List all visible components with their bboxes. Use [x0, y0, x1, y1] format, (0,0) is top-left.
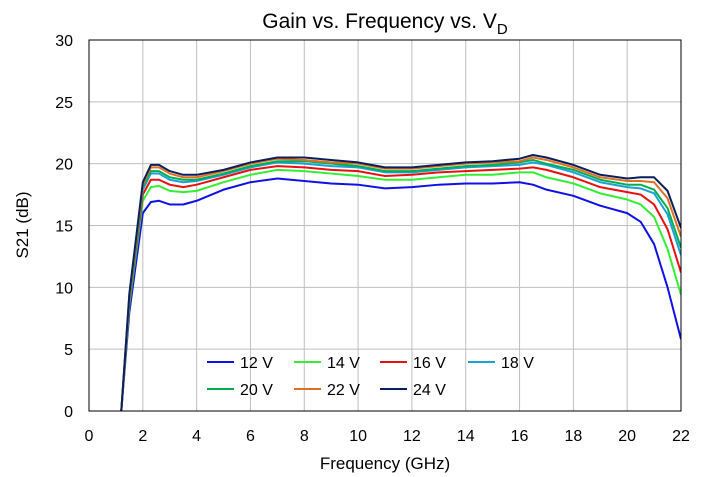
chart-title: Gain vs. Frequency vs. VD	[262, 10, 508, 38]
series-line	[120, 165, 681, 411]
x-tick-label: 14	[457, 428, 475, 445]
y-tick-label: 25	[55, 95, 73, 112]
x-tick-label: 12	[403, 428, 421, 445]
x-tick-label: 8	[300, 428, 309, 445]
y-tick-label: 20	[55, 157, 73, 174]
legend-label: 24 V	[413, 382, 446, 399]
y-tick-label: 5	[64, 342, 73, 359]
series-line	[120, 156, 681, 411]
y-axis-label: S21 (dB)	[13, 191, 32, 258]
x-tick-label: 6	[246, 428, 255, 445]
x-tick-label: 0	[85, 428, 94, 445]
x-tick-label: 18	[564, 428, 582, 445]
legend-label: 16 V	[413, 355, 446, 372]
x-tick-label: 20	[618, 428, 636, 445]
y-tick-label: 0	[64, 404, 73, 421]
x-tick-label: 10	[349, 428, 367, 445]
series-line	[120, 177, 681, 411]
legend-label: 14 V	[327, 355, 360, 372]
series-line	[120, 168, 681, 411]
x-axis-label: Frequency (GHz)	[320, 454, 450, 473]
x-tick-label: 4	[192, 428, 201, 445]
title-subscript: D	[497, 21, 508, 38]
legend-label: 18 V	[501, 355, 534, 372]
x-tick-label: 16	[511, 428, 529, 445]
x-tick-label: 2	[138, 428, 147, 445]
plot-border	[88, 39, 682, 412]
y-tick-label: 10	[55, 280, 73, 297]
legend-label: 12 V	[240, 355, 273, 372]
title-text: Gain vs. Frequency vs. V	[262, 10, 497, 33]
y-tick-label: 15	[55, 219, 73, 236]
series-line	[120, 154, 681, 411]
series-line	[120, 158, 681, 411]
legend-label: 20 V	[240, 382, 273, 399]
series-line	[120, 161, 681, 411]
legend-label: 22 V	[327, 382, 360, 399]
x-tick-label: 22	[672, 428, 690, 445]
y-tick-label: 30	[55, 33, 73, 50]
